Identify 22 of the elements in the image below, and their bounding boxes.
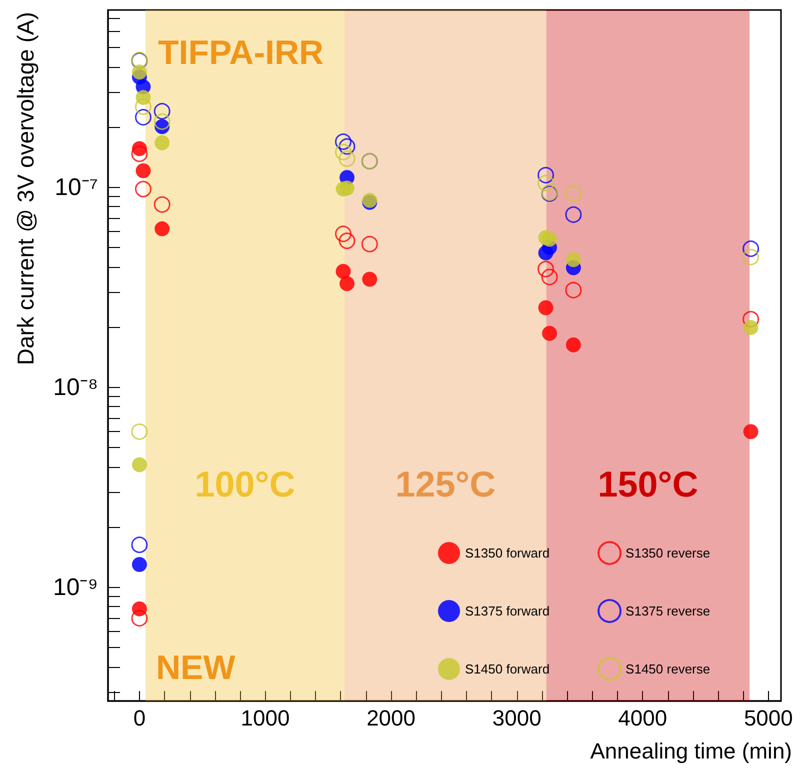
legend-label: S1450 reverse — [626, 662, 710, 676]
legend-label: S1450 forward — [465, 662, 550, 676]
band-label: 125°C — [395, 464, 496, 505]
x-tick-label: 5000 — [744, 706, 793, 730]
annotation: NEW — [156, 649, 236, 687]
x-axis-title: Annealing time (min) — [590, 738, 792, 764]
x-tick-label: 0 — [133, 706, 146, 730]
band-label: 150°C — [598, 464, 698, 505]
y-tick-label: 10⁻⁸ — [53, 374, 98, 401]
x-tick-label: 2000 — [366, 706, 416, 730]
legend-label: S1350 forward — [465, 546, 550, 560]
legend-label: S1350 reverse — [626, 546, 710, 560]
y-tick-label: 10⁻⁷ — [54, 174, 98, 201]
band-label: 100°C — [194, 464, 296, 505]
x-tick-label: 3000 — [492, 706, 542, 730]
legend-label: S1375 forward — [465, 604, 550, 618]
y-tick-label: 10⁻⁹ — [53, 574, 98, 601]
annotation: TIFPA-IRR — [158, 34, 324, 72]
legend-label: S1375 reverse — [626, 604, 710, 618]
x-tick-label: 4000 — [618, 706, 668, 730]
x-tick-label: 1000 — [240, 706, 290, 730]
y-axis-title: Dark current @ 3V overvoltage (A) — [12, 12, 38, 366]
